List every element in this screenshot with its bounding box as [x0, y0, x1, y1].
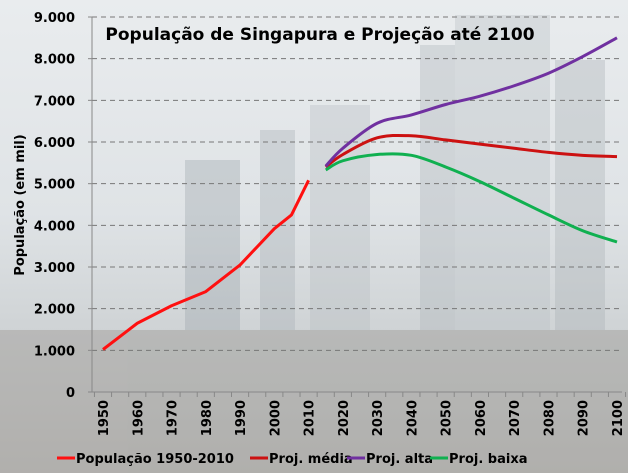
x-tick-label: 2080: [542, 400, 557, 436]
x-tick-label: 2090: [577, 400, 592, 436]
x-tick-label: 2000: [268, 400, 283, 436]
series-line-2: [324, 36, 618, 168]
legend-label: Proj. baixa: [449, 452, 527, 467]
y-tick-label: 2.000: [34, 303, 75, 318]
y-tick-label: 9.000: [34, 11, 75, 26]
y-tick-label: 6.000: [34, 136, 75, 151]
legend-label: Proj. média: [269, 452, 353, 467]
y-tick-label: 3.000: [34, 261, 75, 276]
y-tick-label: 5.000: [34, 178, 75, 193]
x-tick-label: 1990: [234, 400, 249, 436]
x-tick-label: 1950: [97, 400, 112, 436]
x-tick-label: 2060: [474, 400, 489, 436]
x-tick-label: 1960: [131, 400, 146, 436]
y-tick-label: 8.000: [34, 53, 75, 68]
x-tick-label: 2100: [611, 400, 626, 436]
x-tick-label: 1980: [200, 400, 215, 436]
chart-title: População de Singapura e Projeção até 21…: [105, 25, 534, 45]
y-axis-label: População (em mil): [13, 134, 28, 275]
y-tick-label: 0: [66, 386, 75, 401]
x-tick-label: 2050: [440, 400, 455, 436]
legend-label: Proj. alta: [366, 452, 433, 467]
series-line-0: [102, 179, 310, 351]
x-tick-label: 2010: [303, 400, 318, 436]
x-tick-label: 2070: [508, 400, 523, 436]
legend-label: População 1950-2010: [76, 452, 234, 467]
series-line-3: [324, 152, 618, 244]
series-line-1: [324, 133, 618, 169]
x-tick-label: 1970: [166, 400, 181, 436]
x-tick-label: 2040: [405, 400, 420, 436]
x-tick-label: 2020: [337, 400, 352, 436]
y-tick-label: 7.000: [34, 94, 75, 109]
y-tick-label: 1.000: [34, 344, 75, 359]
y-tick-label: 4.000: [34, 219, 75, 234]
x-tick-label: 2030: [371, 400, 386, 436]
